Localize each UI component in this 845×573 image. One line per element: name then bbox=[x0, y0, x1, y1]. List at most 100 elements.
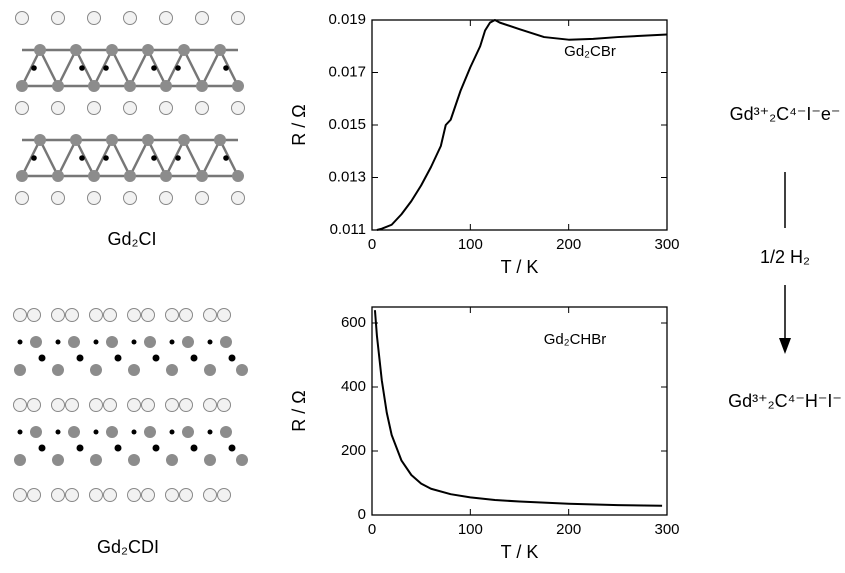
atom-i bbox=[165, 398, 179, 412]
atom-gd bbox=[196, 170, 208, 182]
atom-gd bbox=[232, 170, 244, 182]
atom-c bbox=[190, 354, 198, 362]
atom-c bbox=[93, 339, 99, 345]
x-tick-label: 300 bbox=[654, 521, 679, 538]
atom-c bbox=[151, 65, 157, 71]
atom-c bbox=[103, 65, 109, 71]
atom-c bbox=[17, 339, 23, 345]
atom-c bbox=[228, 444, 236, 452]
atom-c bbox=[31, 155, 37, 161]
atom-i bbox=[165, 308, 179, 322]
atom-i bbox=[65, 308, 79, 322]
atom-gd bbox=[182, 336, 194, 348]
y-tick-label: 600 bbox=[341, 314, 366, 331]
atom-gd bbox=[68, 336, 80, 348]
atom-gd bbox=[232, 80, 244, 92]
atom-gd bbox=[236, 454, 248, 466]
atom-i bbox=[13, 488, 27, 502]
atom-gd bbox=[106, 44, 118, 56]
atom-gd bbox=[106, 426, 118, 438]
atom-c bbox=[207, 339, 213, 345]
x-axis-title: T / K bbox=[501, 542, 539, 562]
atom-i bbox=[103, 308, 117, 322]
atom-gd bbox=[16, 170, 28, 182]
y-tick-label: 200 bbox=[341, 442, 366, 459]
atom-gd bbox=[52, 80, 64, 92]
atom-i bbox=[217, 398, 231, 412]
atom-gd bbox=[30, 336, 42, 348]
atom-gd bbox=[182, 426, 194, 438]
atom-c bbox=[152, 354, 160, 362]
atom-gd bbox=[214, 44, 226, 56]
x-tick-label: 0 bbox=[368, 236, 376, 253]
atom-c bbox=[79, 155, 85, 161]
atom-i bbox=[159, 11, 173, 25]
atom-i bbox=[179, 308, 193, 322]
atom-c bbox=[175, 65, 181, 71]
atom-c bbox=[55, 429, 61, 435]
atom-i bbox=[51, 398, 65, 412]
atom-i bbox=[87, 101, 101, 115]
atom-gd bbox=[128, 364, 140, 376]
atom-gd bbox=[144, 336, 156, 348]
annotation: Gd₂CBr bbox=[564, 43, 616, 60]
y-tick-label: 0 bbox=[358, 506, 366, 523]
atom-i bbox=[231, 11, 245, 25]
x-tick-label: 200 bbox=[556, 236, 581, 253]
atom-gd bbox=[88, 80, 100, 92]
y-tick-label: 0.017 bbox=[328, 63, 366, 80]
atom-c bbox=[76, 444, 84, 452]
y-tick-label: 400 bbox=[341, 378, 366, 395]
plot-frame bbox=[371, 306, 668, 516]
atom-i bbox=[231, 101, 245, 115]
atom-c bbox=[31, 65, 37, 71]
atom-gd bbox=[88, 170, 100, 182]
atom-gd bbox=[220, 426, 232, 438]
structures bbox=[13, 11, 248, 502]
atom-c bbox=[223, 155, 229, 161]
atom-i bbox=[87, 11, 101, 25]
atom-c bbox=[17, 429, 23, 435]
y-axis-title: R / Ω bbox=[289, 104, 309, 145]
atom-gd bbox=[144, 426, 156, 438]
atom-i bbox=[123, 191, 137, 205]
atom-i bbox=[203, 308, 217, 322]
atom-i bbox=[103, 398, 117, 412]
atom-i bbox=[203, 398, 217, 412]
atom-i bbox=[127, 308, 141, 322]
atom-gd bbox=[220, 336, 232, 348]
atom-i bbox=[127, 398, 141, 412]
atom-c bbox=[76, 354, 84, 362]
atom-gd bbox=[160, 80, 172, 92]
atom-gd bbox=[106, 336, 118, 348]
atom-i bbox=[159, 191, 173, 205]
annotation: Gd₂CHBr bbox=[544, 331, 607, 348]
y-tick-label: 0.019 bbox=[328, 11, 366, 28]
atom-gd bbox=[52, 364, 64, 376]
atom-gd bbox=[16, 80, 28, 92]
atom-gd bbox=[128, 454, 140, 466]
atom-c bbox=[169, 429, 175, 435]
atom-gd bbox=[52, 454, 64, 466]
atom-c bbox=[228, 354, 236, 362]
atom-gd bbox=[68, 426, 80, 438]
atom-i bbox=[103, 488, 117, 502]
atom-gd bbox=[70, 134, 82, 146]
atom-i bbox=[87, 191, 101, 205]
atom-gd bbox=[178, 44, 190, 56]
atom-i bbox=[51, 11, 65, 25]
atom-i bbox=[89, 488, 103, 502]
atom-i bbox=[65, 488, 79, 502]
atom-gd bbox=[166, 454, 178, 466]
atom-i bbox=[231, 191, 245, 205]
atom-c bbox=[79, 65, 85, 71]
atom-i bbox=[15, 191, 29, 205]
atom-gd bbox=[30, 426, 42, 438]
atom-i bbox=[51, 101, 65, 115]
data-line bbox=[373, 310, 663, 507]
atom-gd bbox=[236, 364, 248, 376]
atom-i bbox=[179, 488, 193, 502]
atom-i bbox=[51, 308, 65, 322]
atom-gd bbox=[52, 170, 64, 182]
atom-i bbox=[195, 101, 209, 115]
